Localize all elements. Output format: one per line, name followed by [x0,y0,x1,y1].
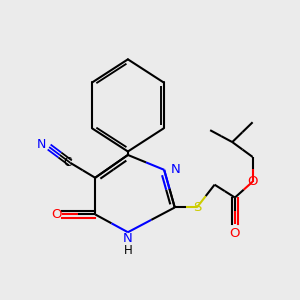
Text: O: O [248,175,258,188]
Text: O: O [51,208,62,221]
Text: O: O [230,227,240,240]
Text: S: S [193,201,201,214]
Text: H: H [124,244,132,257]
Text: N: N [123,232,133,245]
Text: N: N [171,163,181,176]
Text: N: N [37,138,46,151]
Text: C: C [64,156,72,170]
